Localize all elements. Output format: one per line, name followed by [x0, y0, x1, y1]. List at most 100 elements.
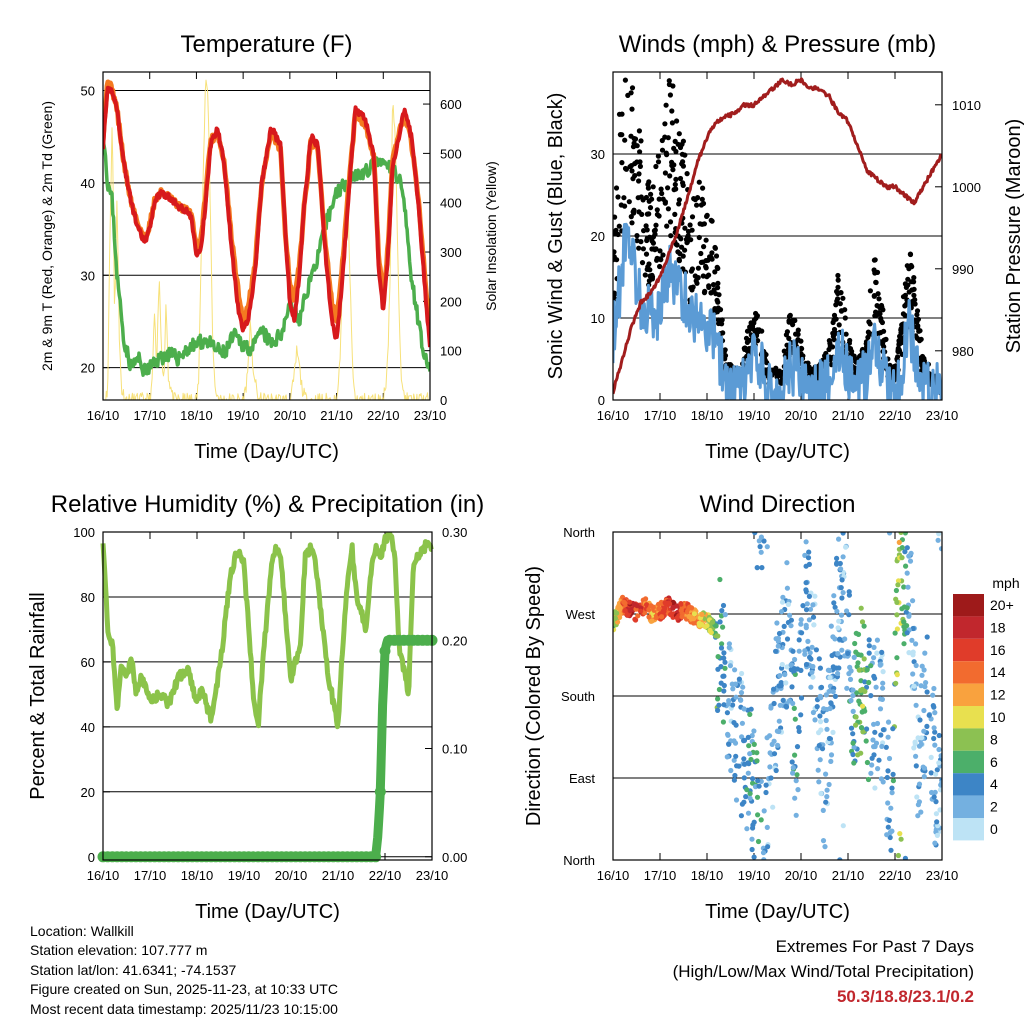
direction-point [922, 650, 928, 656]
panel-temperature: Temperature (F) Time (Day/UTC) 2m & 9m T (… [39, 31, 499, 463]
direction-point [638, 608, 644, 614]
direction-point [678, 607, 684, 614]
gust-point [908, 279, 915, 285]
direction-point [720, 602, 727, 609]
series-solar [103, 79, 429, 400]
plot-frame [612, 531, 943, 861]
y-tick-label-right: 1000 [952, 180, 981, 195]
direction-point [721, 655, 727, 661]
gust-point [636, 128, 643, 134]
direction-point [783, 703, 789, 709]
gust-point [830, 319, 836, 326]
gust-point [619, 132, 625, 138]
gust-point [915, 323, 921, 329]
direction-point [853, 722, 859, 728]
direction-point [784, 585, 791, 591]
direction-point [767, 764, 773, 770]
gust-point [639, 260, 646, 266]
direction-point [885, 719, 892, 725]
legend-label: 20+ [990, 597, 1014, 613]
direction-point [859, 725, 865, 731]
direction-point [864, 667, 870, 673]
gust-point [623, 15, 628, 20]
direction-point [745, 734, 751, 741]
gust-point [646, 211, 652, 217]
direction-point [738, 690, 745, 696]
direction-point [775, 635, 782, 642]
direction-point [911, 683, 917, 689]
direction-point [725, 701, 732, 707]
x-tick-label: 23/10 [926, 408, 959, 423]
direction-point [660, 609, 666, 615]
direction-point [627, 608, 633, 614]
direction-point [919, 663, 925, 669]
x-tick-label: 16/10 [597, 408, 630, 423]
gust-point [704, 213, 710, 219]
direction-point [804, 601, 810, 607]
gust-point [670, 167, 676, 173]
direction-point [835, 670, 841, 677]
direction-point [890, 778, 897, 784]
y-tick-label: 40 [81, 720, 95, 735]
direction-point [788, 617, 795, 623]
direction-point [837, 857, 843, 860]
direction-point [798, 667, 804, 674]
gust-point [667, 173, 673, 179]
gust-point [619, 111, 625, 117]
x-tick-label: 19/10 [227, 408, 260, 423]
direction-point [613, 627, 617, 633]
direction-point [890, 771, 896, 778]
gust-point [638, 194, 644, 200]
direction-point [855, 631, 862, 638]
direction-point [811, 622, 817, 628]
direction-point [835, 625, 841, 631]
direction-point [938, 546, 942, 552]
direction-point [923, 680, 929, 686]
direction-point [828, 623, 834, 629]
direction-point [746, 743, 752, 749]
x-tick-label: 21/10 [832, 408, 865, 423]
direction-point [784, 560, 790, 566]
direction-point [767, 750, 773, 756]
gust-point [902, 281, 909, 287]
gust-point [914, 308, 921, 314]
direction-point [917, 717, 923, 723]
x-tick-label: 20/10 [275, 868, 308, 883]
direction-point [771, 700, 777, 707]
x-tick-label: 17/10 [134, 868, 167, 883]
direction-point [883, 744, 889, 750]
direction-point [862, 679, 868, 685]
gust-point [655, 153, 662, 159]
direction-point [919, 672, 925, 678]
direction-point [790, 770, 796, 776]
direction-point [826, 781, 832, 788]
direction-point [913, 662, 919, 669]
direction-point [720, 624, 726, 630]
direction-point [773, 648, 779, 654]
direction-point [761, 808, 767, 814]
gust-point [688, 285, 694, 291]
direction-point [741, 799, 747, 805]
direction-point [788, 662, 794, 668]
gust-point [792, 317, 798, 324]
direction-point [885, 824, 891, 830]
direction-point [758, 817, 764, 823]
series-wind [613, 222, 942, 400]
direction-point [834, 555, 840, 562]
direction-point [768, 775, 774, 781]
direction-point [824, 726, 830, 732]
direction-point [869, 762, 875, 768]
gust-point [634, 238, 640, 244]
direction-point [741, 706, 747, 712]
x-tick-label: 19/10 [738, 868, 771, 883]
gust-point [871, 257, 878, 263]
x-tick-label: 16/10 [597, 868, 630, 883]
gust-point [911, 298, 917, 304]
panel-direction-xlabel: Time (Day/UTC) [705, 901, 850, 923]
direction-point [816, 656, 822, 662]
gust-point [668, 233, 674, 239]
gust-point [712, 244, 718, 251]
direction-point [858, 605, 864, 611]
y-tick-label-right: 200 [440, 294, 462, 309]
gust-point [877, 311, 883, 317]
